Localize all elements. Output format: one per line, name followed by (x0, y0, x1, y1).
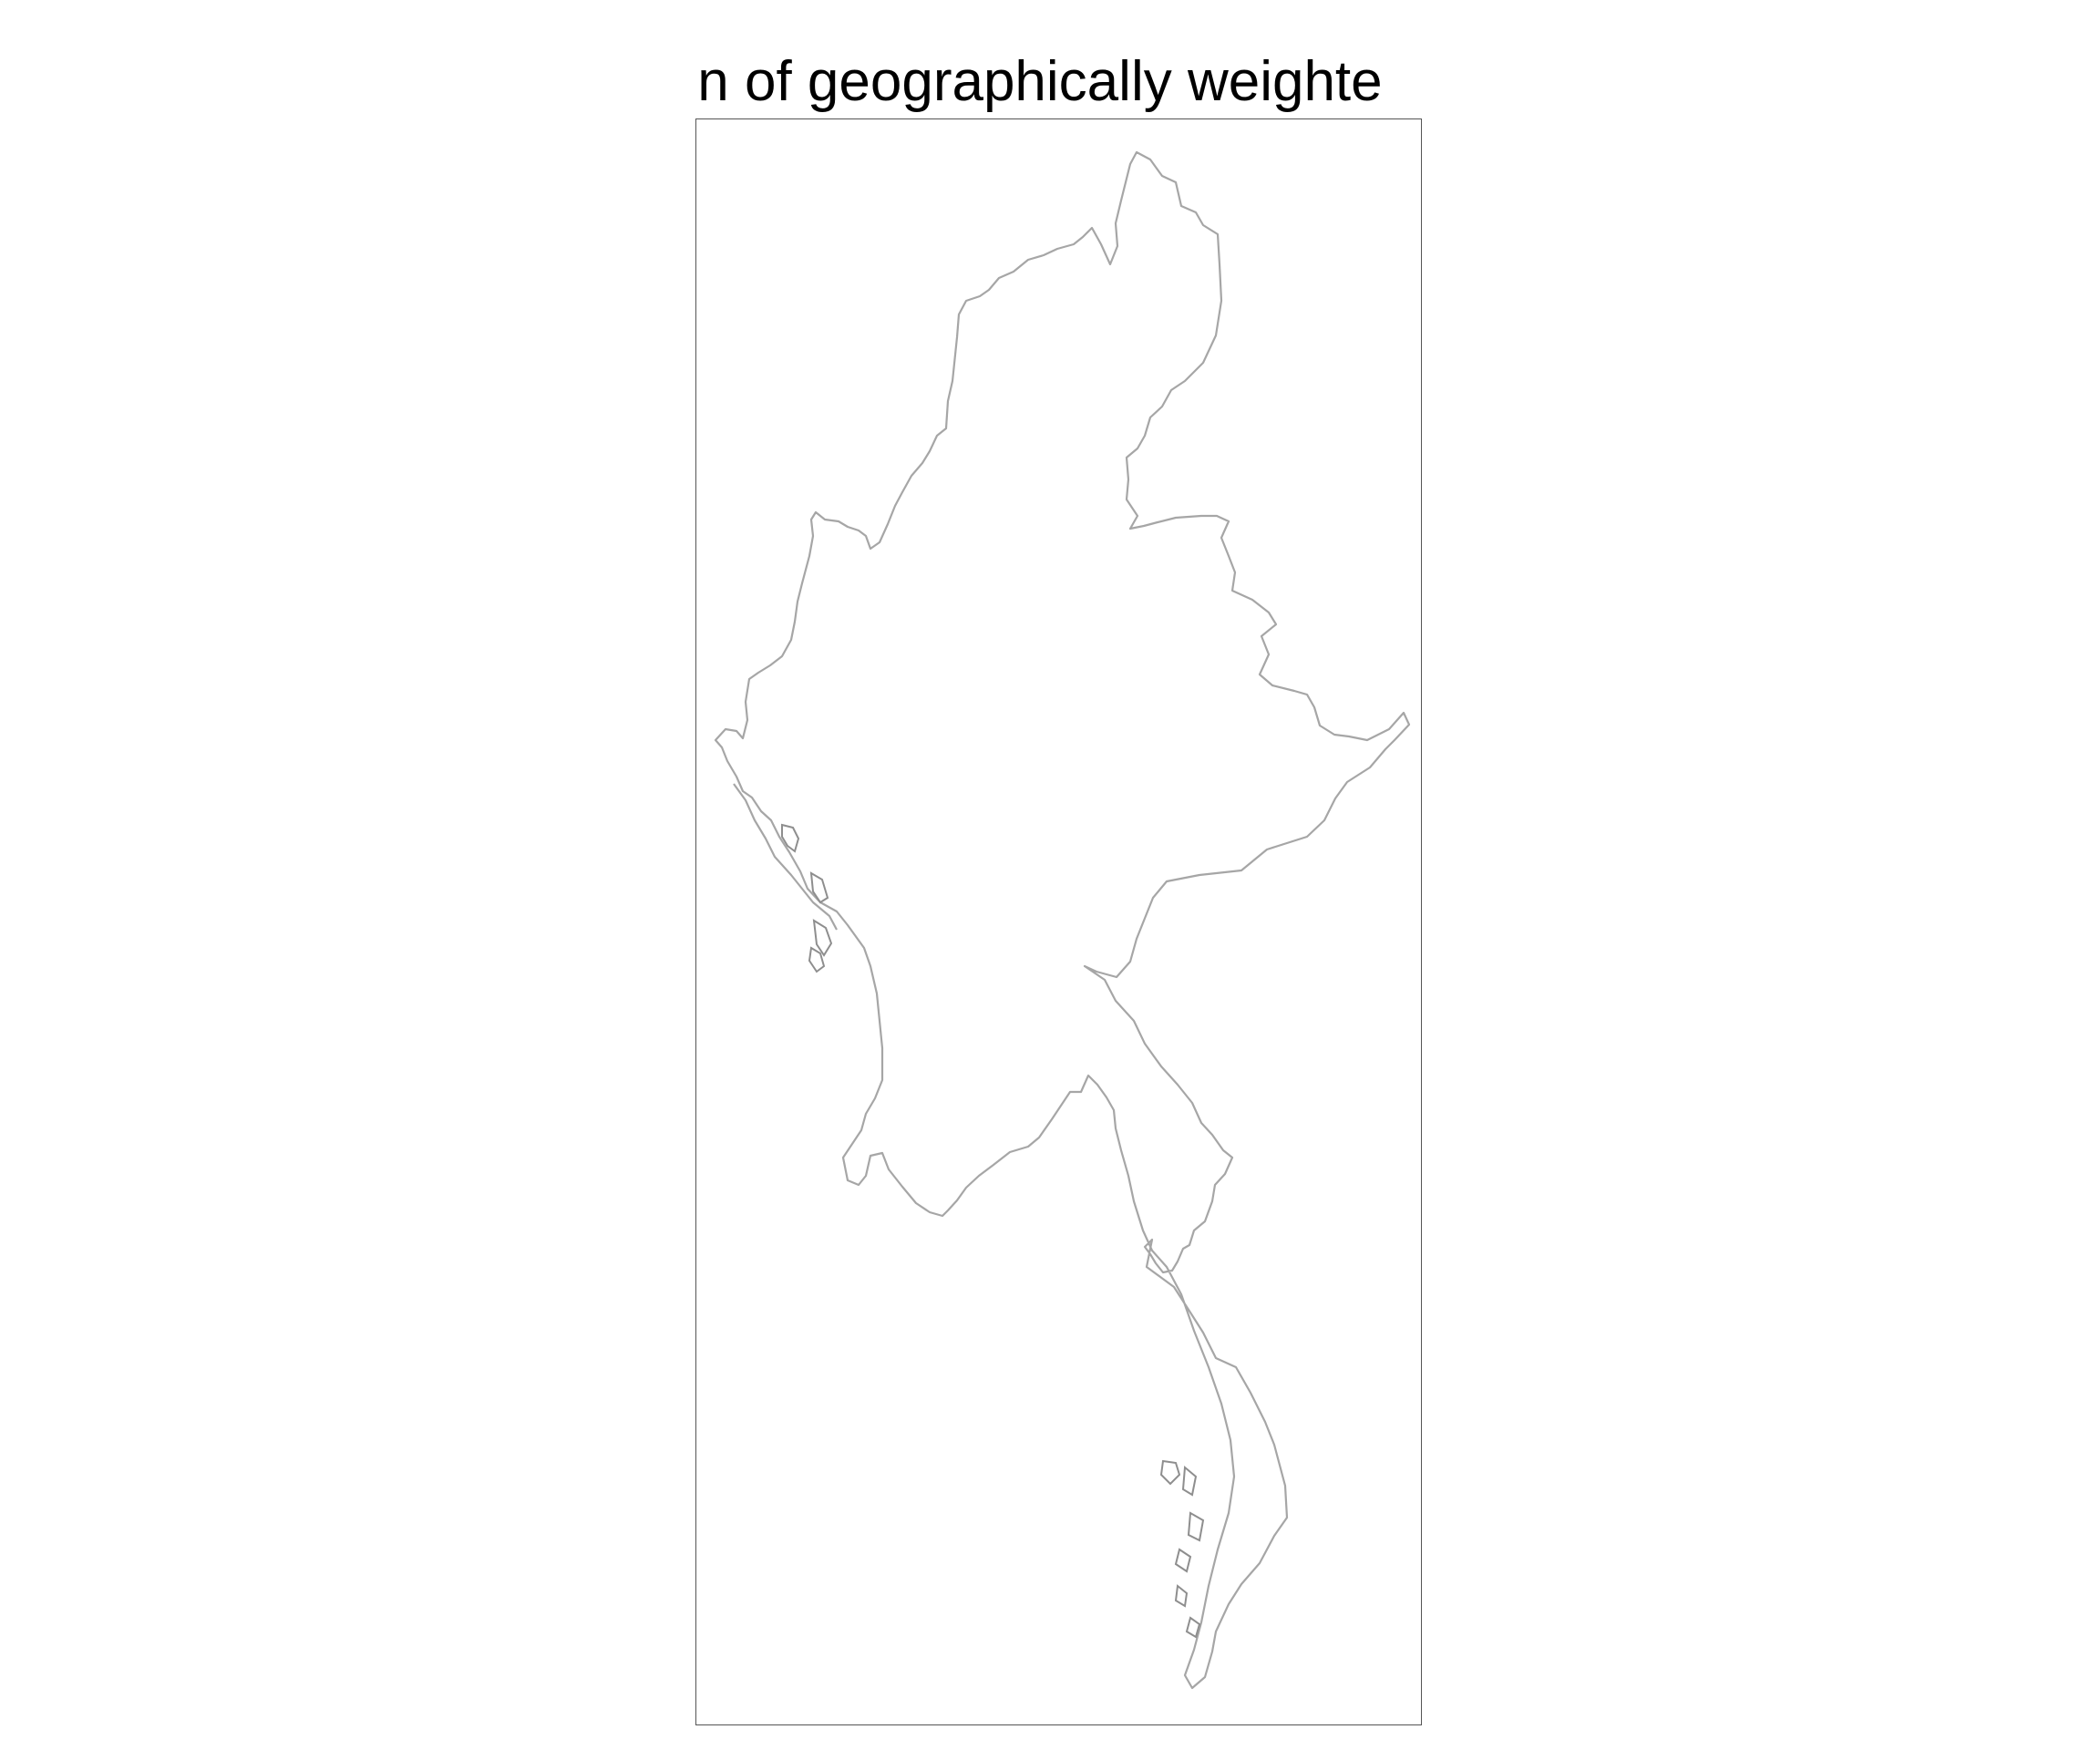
country-outline (714, 150, 1411, 1690)
country-border (714, 150, 1411, 1690)
map-title-text: ion of geographically weighte (695, 50, 1383, 113)
island (808, 946, 826, 973)
island (809, 871, 829, 904)
island (1181, 1466, 1198, 1497)
map-title: ion of geographically weighte (695, 46, 1434, 118)
island (1174, 1548, 1192, 1573)
island (1159, 1459, 1181, 1486)
island (781, 823, 800, 853)
island (1185, 1616, 1201, 1639)
western-coast-detail (733, 783, 838, 931)
island (1174, 1584, 1189, 1608)
island (1187, 1511, 1205, 1542)
islands (781, 823, 1205, 1639)
island (812, 919, 833, 957)
